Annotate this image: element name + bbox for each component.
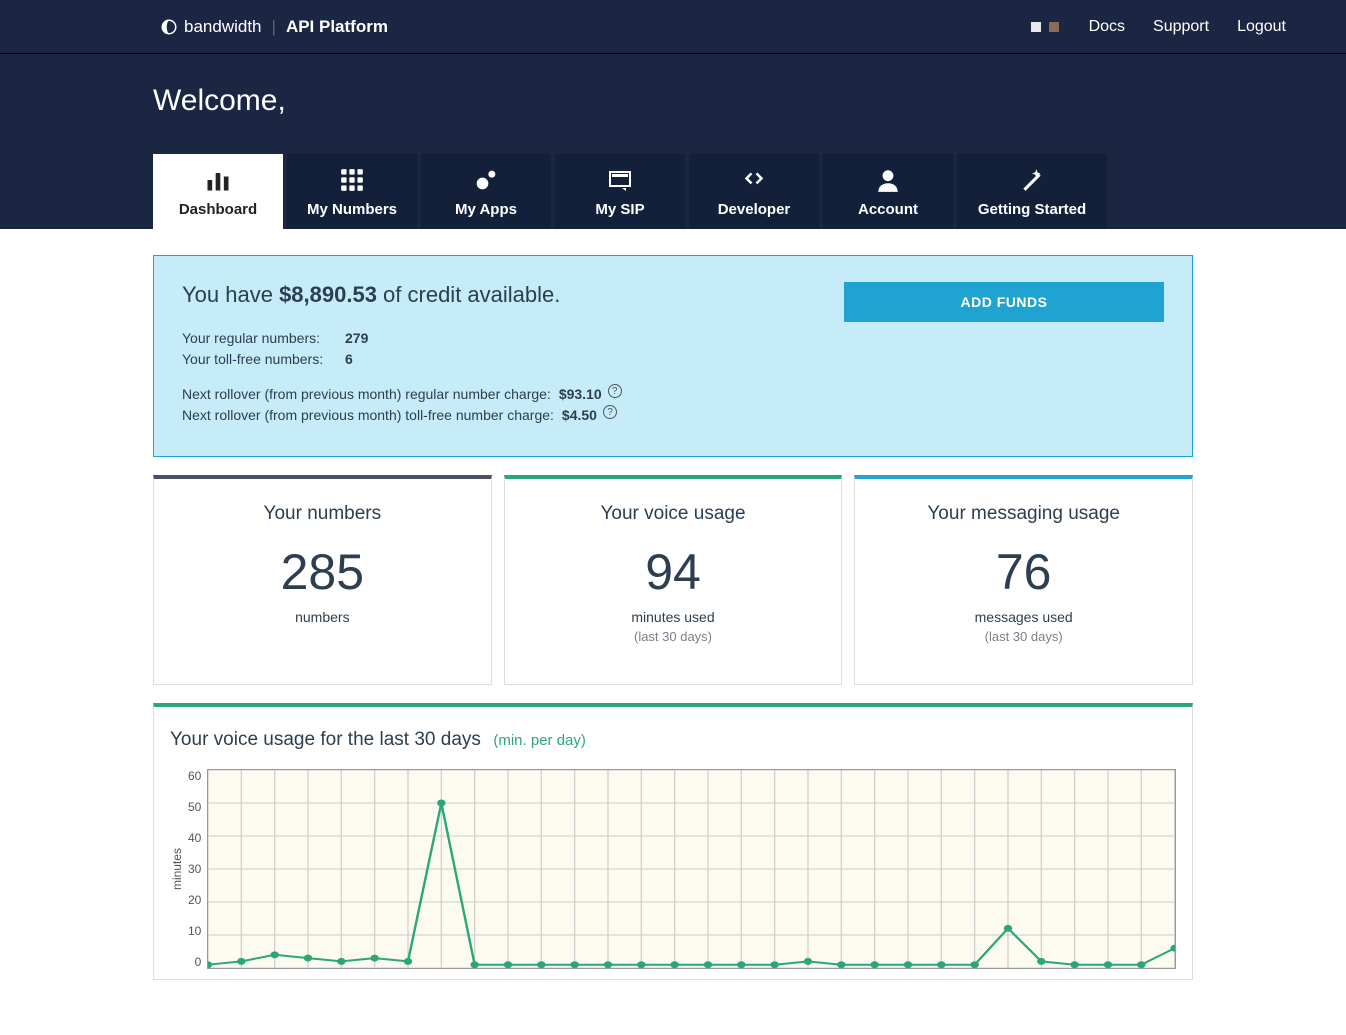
card-sub: minutes used bbox=[515, 609, 832, 625]
rollover-regular-value: $93.10 bbox=[559, 384, 602, 405]
regular-numbers-value: 279 bbox=[345, 328, 368, 349]
brand-name: bandwidth bbox=[184, 17, 262, 37]
top-links: Docs Support Logout bbox=[1089, 18, 1286, 36]
chart-y-ticks: 60 50 40 30 20 10 0 bbox=[188, 769, 207, 969]
brand-sub: API Platform bbox=[286, 17, 388, 37]
tab-label: Getting Started bbox=[978, 201, 1086, 218]
credit-amount: $8,890.53 bbox=[279, 282, 377, 307]
tab-account[interactable]: Account bbox=[823, 154, 953, 229]
wand-icon bbox=[1017, 165, 1047, 195]
chart-subtitle: (min. per day) bbox=[493, 732, 586, 749]
card-your-numbers: Your numbers 285 numbers bbox=[153, 475, 492, 685]
logout-link[interactable]: Logout bbox=[1237, 18, 1286, 36]
stat-cards: Your numbers 285 numbers Your voice usag… bbox=[153, 475, 1193, 685]
rollover-tollfree-value: $4.50 bbox=[562, 405, 597, 426]
voice-usage-chart-panel: Your voice usage for the last 30 days (m… bbox=[153, 703, 1193, 980]
ytick: 30 bbox=[188, 862, 201, 876]
chart-heading: Your voice usage for the last 30 days (m… bbox=[170, 729, 1176, 751]
tab-label: Dashboard bbox=[179, 201, 257, 218]
indicator-dot[interactable] bbox=[1031, 22, 1041, 32]
top-bar: bandwidth | API Platform Docs Support Lo… bbox=[0, 0, 1346, 54]
ytick: 60 bbox=[188, 769, 201, 783]
add-funds-button[interactable]: ADD FUNDS bbox=[844, 282, 1164, 322]
tab-my-numbers[interactable]: My Numbers bbox=[287, 154, 417, 229]
card-value: 76 bbox=[865, 547, 1182, 597]
main-tabs: Dashboard My Numbers My Apps My SIP bbox=[153, 154, 1193, 229]
help-icon[interactable]: ? bbox=[608, 384, 622, 398]
credit-prefix: You have bbox=[182, 282, 279, 307]
tab-label: Developer bbox=[718, 201, 791, 218]
chart-svg bbox=[208, 770, 1175, 968]
tab-my-apps[interactable]: My Apps bbox=[421, 154, 551, 229]
ytick: 20 bbox=[188, 893, 201, 907]
tab-my-sip[interactable]: My SIP bbox=[555, 154, 685, 229]
brand: bandwidth | API Platform bbox=[160, 17, 388, 37]
tab-label: My Numbers bbox=[307, 201, 397, 218]
tab-developer[interactable]: Developer bbox=[689, 154, 819, 229]
tollfree-numbers-value: 6 bbox=[345, 349, 353, 370]
ytick: 50 bbox=[188, 800, 201, 814]
ytick: 0 bbox=[188, 955, 201, 969]
regular-numbers-label: Your regular numbers: bbox=[182, 328, 337, 349]
card-title: Your voice usage bbox=[515, 503, 832, 525]
rollover-regular-label: Next rollover (from previous month) regu… bbox=[182, 384, 551, 405]
ytick: 40 bbox=[188, 831, 201, 845]
tab-label: Account bbox=[858, 201, 918, 218]
card-messaging-usage: Your messaging usage 76 messages used (l… bbox=[854, 475, 1193, 685]
tab-label: My Apps bbox=[455, 201, 517, 218]
chart-y-axis-label: minutes bbox=[170, 848, 184, 890]
grid-icon bbox=[337, 165, 367, 195]
browser-icon bbox=[605, 165, 635, 195]
dashboard-icon bbox=[203, 165, 233, 195]
brand-divider: | bbox=[272, 17, 276, 37]
bandwidth-logo-icon bbox=[160, 18, 178, 36]
card-value: 285 bbox=[164, 547, 481, 597]
card-title: Your numbers bbox=[164, 503, 481, 525]
card-sub2: (last 30 days) bbox=[515, 629, 832, 644]
docs-link[interactable]: Docs bbox=[1089, 18, 1125, 36]
credit-suffix: of credit available. bbox=[377, 282, 560, 307]
tab-label: My SIP bbox=[595, 201, 644, 218]
card-voice-usage: Your voice usage 94 minutes used (last 3… bbox=[504, 475, 843, 685]
card-value: 94 bbox=[515, 547, 832, 597]
gears-icon bbox=[471, 165, 501, 195]
tollfree-numbers-label: Your toll-free numbers: bbox=[182, 349, 337, 370]
rollover-tollfree-label: Next rollover (from previous month) toll… bbox=[182, 405, 554, 426]
tab-getting-started[interactable]: Getting Started bbox=[957, 154, 1107, 229]
credit-box: You have $8,890.53 of credit available. … bbox=[153, 255, 1193, 457]
card-title: Your messaging usage bbox=[865, 503, 1182, 525]
code-icon bbox=[739, 165, 769, 195]
ytick: 10 bbox=[188, 924, 201, 938]
card-sub: numbers bbox=[164, 609, 481, 625]
credit-headline: You have $8,890.53 of credit available. bbox=[182, 282, 844, 308]
chart-title: Your voice usage for the last 30 days bbox=[170, 729, 481, 750]
support-link[interactable]: Support bbox=[1153, 18, 1209, 36]
card-sub: messages used bbox=[865, 609, 1182, 625]
notification-indicators bbox=[1031, 22, 1059, 32]
chart-plot-area bbox=[207, 769, 1176, 969]
card-sub2: (last 30 days) bbox=[865, 629, 1182, 644]
user-icon bbox=[873, 165, 903, 195]
hero: Welcome, Dashboard My Numbers My Apps bbox=[0, 54, 1346, 229]
indicator-dot[interactable] bbox=[1049, 22, 1059, 32]
help-icon[interactable]: ? bbox=[603, 405, 617, 419]
tab-dashboard[interactable]: Dashboard bbox=[153, 154, 283, 229]
welcome-text: Welcome, bbox=[153, 84, 1193, 118]
main-content: You have $8,890.53 of credit available. … bbox=[133, 229, 1213, 1006]
